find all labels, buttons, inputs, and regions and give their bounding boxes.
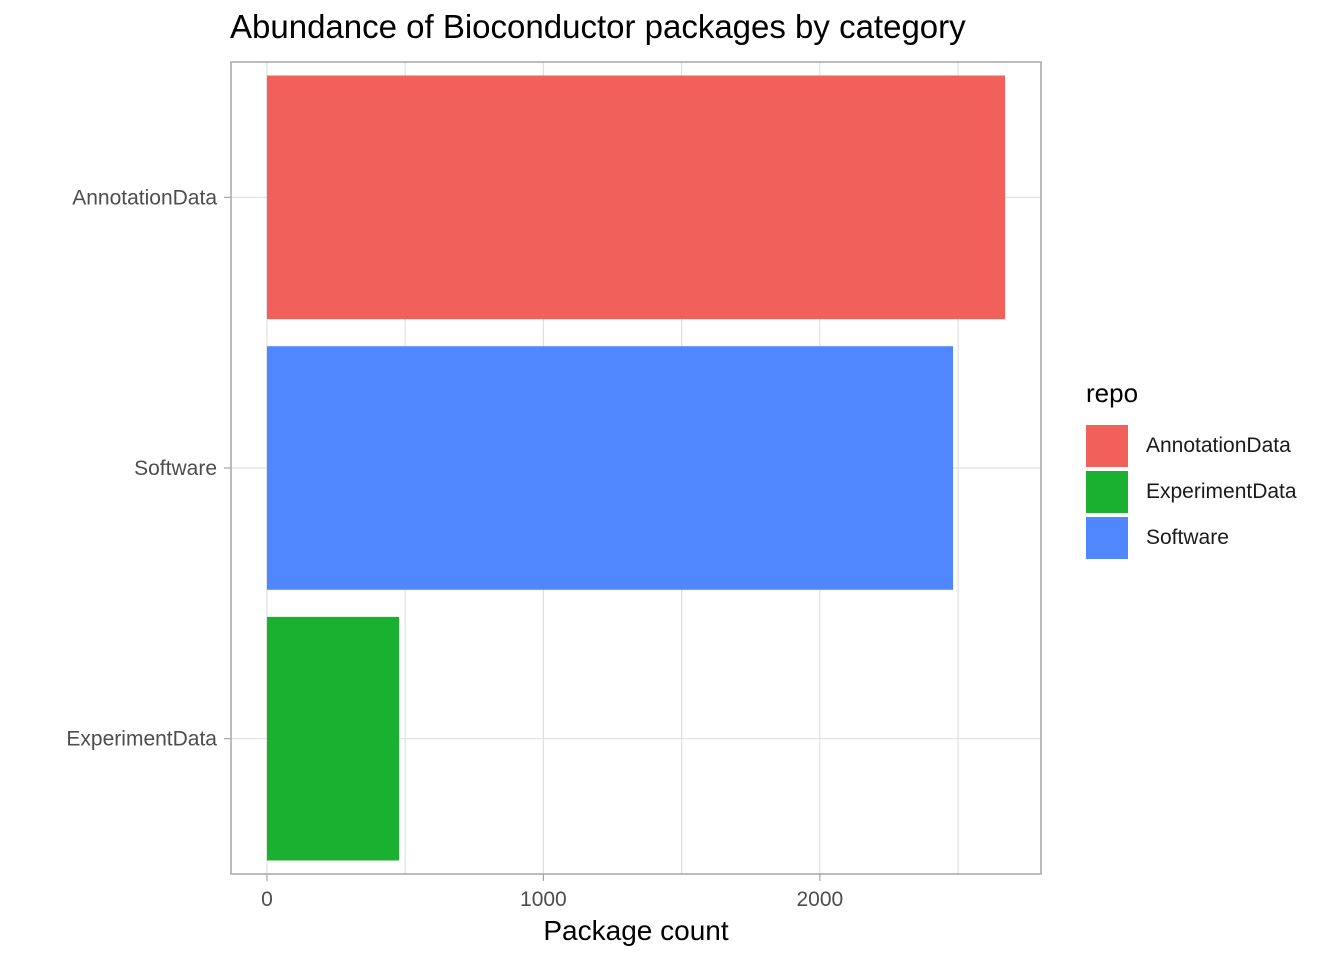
legend-label: AnnotationData [1146,434,1291,457]
legend-item-software: Software [1086,515,1297,561]
legend-title: repo [1086,378,1139,408]
legend-label: ExperimentData [1146,480,1297,503]
x-tick-label: 2000 [796,888,843,911]
x-axis-title: Package count [543,915,728,946]
x-tick-label: 1000 [520,888,567,911]
bar-experimentdata [266,616,400,861]
bar-software [266,346,954,590]
y-tick-label: AnnotationData [72,186,217,209]
legend-key-annotationdata [1086,425,1128,467]
axes: AnnotationData Software ExperimentData 0 100… [66,186,843,911]
legend-item-experimentdata: ExperimentData [1086,469,1297,515]
legend-item-annotationdata: AnnotationData [1086,423,1297,469]
legend-label: Software [1146,526,1229,549]
bars [266,75,1006,861]
legend: repo AnnotationData ExperimentData Softw… [1086,378,1297,561]
chart-title: Abundance of Bioconductor packages by ca… [230,8,966,45]
x-tick-label: 0 [261,888,273,911]
legend-key-experimentdata [1086,471,1128,513]
y-tick-label: ExperimentData [66,728,217,751]
bar-annotationdata [266,75,1006,320]
y-tick-label: Software [134,457,217,480]
legend-key-software [1086,517,1128,559]
